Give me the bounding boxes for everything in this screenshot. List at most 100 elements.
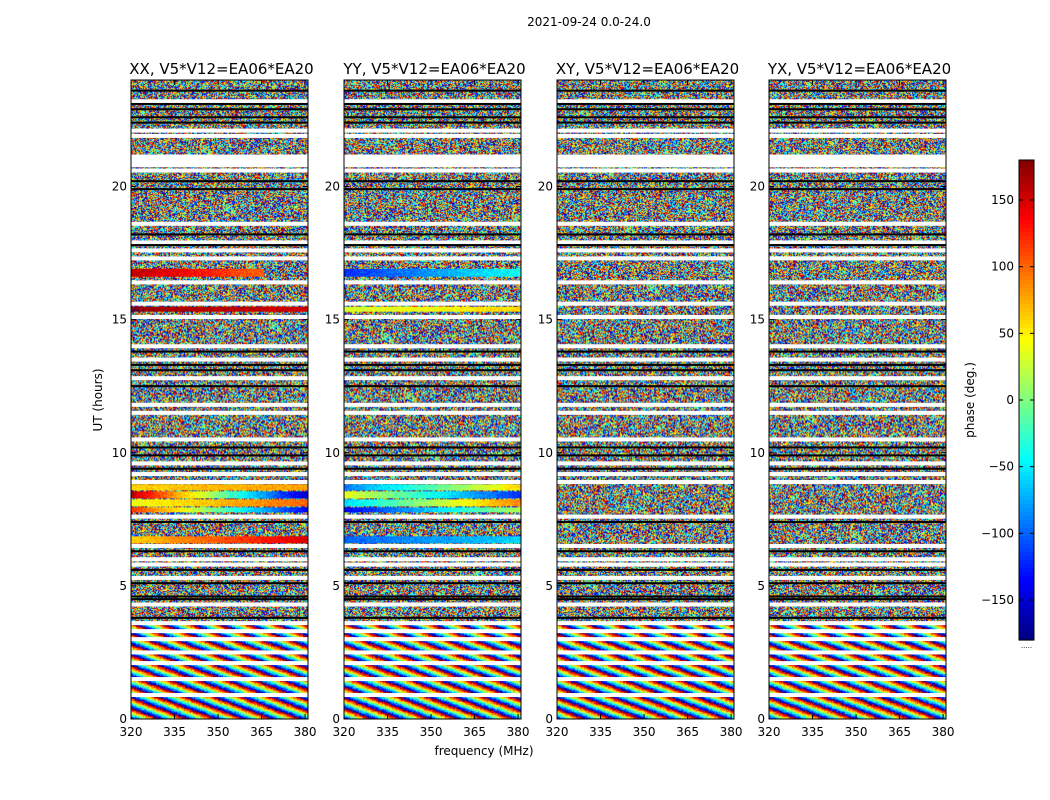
flagged-gap bbox=[344, 637, 521, 642]
x-tick-label: 350 bbox=[845, 725, 868, 739]
flagged-row bbox=[769, 598, 946, 601]
flagged-row bbox=[344, 102, 521, 105]
flagged-row bbox=[769, 520, 946, 523]
flagged-gap bbox=[344, 472, 521, 477]
colorbar-segment bbox=[1019, 492, 1034, 497]
colorbar-segment bbox=[1019, 180, 1034, 185]
flagged-gap bbox=[769, 256, 946, 261]
colorbar-segment bbox=[1019, 552, 1034, 557]
x-tick-label: 335 bbox=[589, 725, 612, 739]
flagged-gap bbox=[344, 402, 521, 407]
panel-title: YY, V5*V12=EA06*EA20 bbox=[342, 60, 525, 78]
flagged-gap bbox=[344, 562, 521, 567]
flagged-gap bbox=[344, 168, 521, 173]
colorbar-segment bbox=[1019, 376, 1034, 381]
panel-frame bbox=[768, 79, 947, 720]
flagged-gap bbox=[769, 301, 946, 306]
flagged-gap bbox=[769, 602, 946, 607]
flagged-gap bbox=[131, 661, 308, 666]
phase-raster bbox=[557, 80, 734, 719]
x-tick-label: 365 bbox=[250, 725, 273, 739]
flagged-gap bbox=[344, 221, 521, 226]
phase-raster bbox=[344, 80, 521, 719]
colorbar-tick-label: 100 bbox=[991, 260, 1014, 274]
flagged-gap bbox=[344, 133, 521, 138]
flagged-row bbox=[557, 467, 734, 470]
flagged-gap bbox=[557, 314, 734, 319]
flagged-row bbox=[769, 121, 946, 124]
flagged-gap bbox=[557, 376, 734, 381]
colorbar-segment bbox=[1019, 168, 1034, 173]
colorbar-segment bbox=[1019, 332, 1034, 337]
colorbar-segment bbox=[1019, 216, 1034, 221]
flagged-row bbox=[557, 385, 734, 388]
flagged-gap bbox=[344, 557, 521, 562]
y-tick-label: 5 bbox=[757, 579, 765, 593]
flagged-gap bbox=[344, 437, 521, 442]
colorbar-tick-label: −150 bbox=[981, 593, 1014, 607]
colorbar-segment bbox=[1019, 392, 1034, 397]
flagged-row bbox=[131, 568, 308, 571]
flagged-gap bbox=[344, 543, 521, 548]
panel-4: YX, V5*V12=EA06*EA20 320 335 350 365 380 0 5 10 1… bbox=[750, 60, 955, 739]
colorbar-segment bbox=[1019, 188, 1034, 193]
flagged-row bbox=[344, 121, 521, 124]
flagged-gap bbox=[557, 514, 734, 519]
colorbar-segment bbox=[1019, 480, 1034, 485]
phase-raster bbox=[131, 80, 308, 719]
flagged-gap bbox=[557, 248, 734, 253]
colorbar-segment bbox=[1019, 560, 1034, 565]
colorbar-segment bbox=[1019, 300, 1034, 305]
flagged-row bbox=[344, 108, 521, 111]
x-tick-label: 365 bbox=[888, 725, 911, 739]
flagged-gap bbox=[131, 376, 308, 381]
colorbar-segment bbox=[1019, 416, 1034, 421]
flagged-gap bbox=[557, 693, 734, 698]
flagged-gap bbox=[769, 543, 946, 548]
flagged-gap bbox=[344, 154, 521, 166]
flagged-row bbox=[344, 568, 521, 571]
y-axis-label: UT (hours) bbox=[91, 368, 105, 431]
colorbar-segment bbox=[1019, 472, 1034, 477]
colorbar-segment bbox=[1019, 352, 1034, 357]
colorbar-segment bbox=[1019, 220, 1034, 225]
colorbar-segment bbox=[1019, 504, 1034, 509]
colorbar-segment bbox=[1019, 248, 1034, 253]
flagged-gap bbox=[557, 280, 734, 285]
flagged-row bbox=[131, 598, 308, 601]
flagged-gap bbox=[769, 402, 946, 407]
y-tick-label: 15 bbox=[750, 313, 765, 327]
y-tick-label: 15 bbox=[325, 313, 340, 327]
flagged-row bbox=[131, 89, 308, 92]
flagged-gap bbox=[131, 575, 308, 580]
y-tick-label: 20 bbox=[750, 180, 765, 194]
flagged-gap bbox=[344, 248, 521, 253]
flagged-row bbox=[131, 467, 308, 470]
flagged-row bbox=[131, 595, 308, 598]
colorbar-segment bbox=[1019, 228, 1034, 233]
flagged-gap bbox=[557, 410, 734, 415]
x-tick-label: 335 bbox=[801, 725, 824, 739]
flagged-gap bbox=[769, 461, 946, 466]
flagged-gap bbox=[131, 344, 308, 349]
flagged-row bbox=[131, 116, 308, 119]
flagged-gap bbox=[557, 575, 734, 580]
flagged-row bbox=[344, 385, 521, 388]
colorbar-segment bbox=[1019, 508, 1034, 513]
flagged-gap bbox=[344, 314, 521, 319]
flagged-gap bbox=[344, 410, 521, 415]
flagged-gap bbox=[557, 480, 734, 485]
x-tick-label: 320 bbox=[333, 725, 356, 739]
flagged-gap bbox=[557, 562, 734, 567]
flagged-gap bbox=[557, 650, 734, 655]
flagged-gap bbox=[344, 575, 521, 580]
flagged-gap bbox=[769, 154, 946, 166]
colorbar-segment bbox=[1019, 400, 1034, 405]
x-tick-label: 320 bbox=[120, 725, 143, 739]
flagged-gap bbox=[769, 314, 946, 319]
flagged-gap bbox=[557, 240, 734, 245]
colorbar-segment bbox=[1019, 632, 1034, 637]
flagged-gap bbox=[769, 629, 946, 634]
colorbar-segment bbox=[1019, 564, 1034, 569]
panel-frame bbox=[343, 79, 522, 720]
